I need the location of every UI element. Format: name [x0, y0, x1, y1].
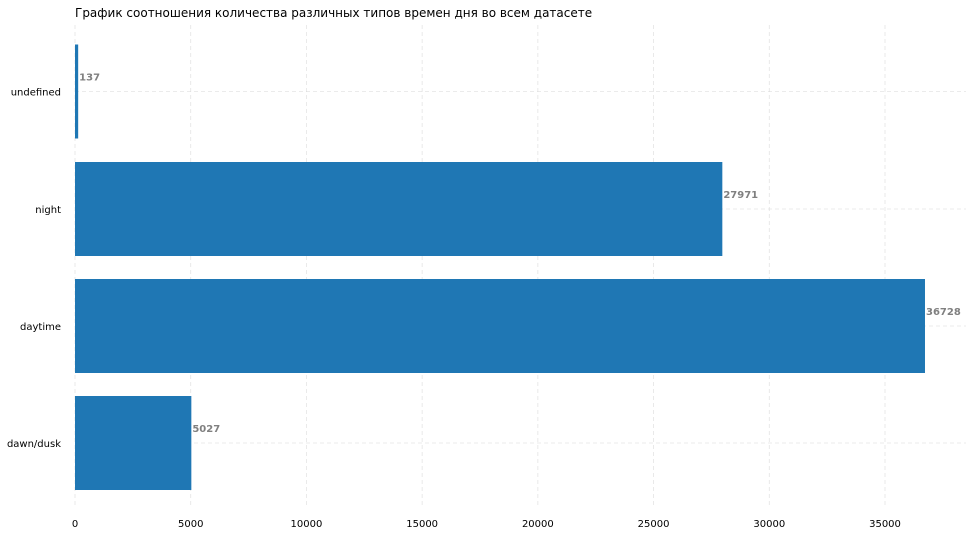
x-tick-label: 20000	[522, 519, 554, 530]
data-label: 137	[79, 73, 100, 84]
grid-layer	[74, 25, 966, 508]
bar-undefined	[75, 44, 79, 139]
y-tick-label: dawn/dusk	[7, 439, 61, 450]
x-tick-label: 10000	[291, 519, 323, 530]
x-tick-layer: 0 5000 10000 15000 20000 25000 30000 35000	[72, 519, 901, 530]
x-tick-label: 5000	[178, 519, 203, 530]
x-tick-label: 0	[72, 519, 78, 530]
y-tick-label: daytime	[20, 322, 61, 333]
data-label-layer: 137 27971 36728 5027	[79, 73, 961, 436]
data-label: 5027	[192, 424, 220, 435]
bar-layer	[75, 44, 925, 490]
x-tick-label: 30000	[753, 519, 785, 530]
y-tick-label: undefined	[11, 88, 61, 99]
x-tick-label: 15000	[406, 519, 438, 530]
bar-night	[75, 162, 723, 256]
y-tick-label: night	[35, 205, 61, 216]
y-tick-layer: undefined night daytime dawn/dusk	[7, 88, 61, 451]
bar-daytime	[75, 279, 925, 373]
data-label: 27971	[723, 190, 758, 201]
x-tick-label: 35000	[869, 519, 901, 530]
x-tick-label: 25000	[638, 519, 670, 530]
chart-title: График соотношения количества различных …	[75, 6, 592, 20]
data-label: 36728	[926, 307, 961, 318]
bar-dawn-dusk	[75, 396, 192, 490]
